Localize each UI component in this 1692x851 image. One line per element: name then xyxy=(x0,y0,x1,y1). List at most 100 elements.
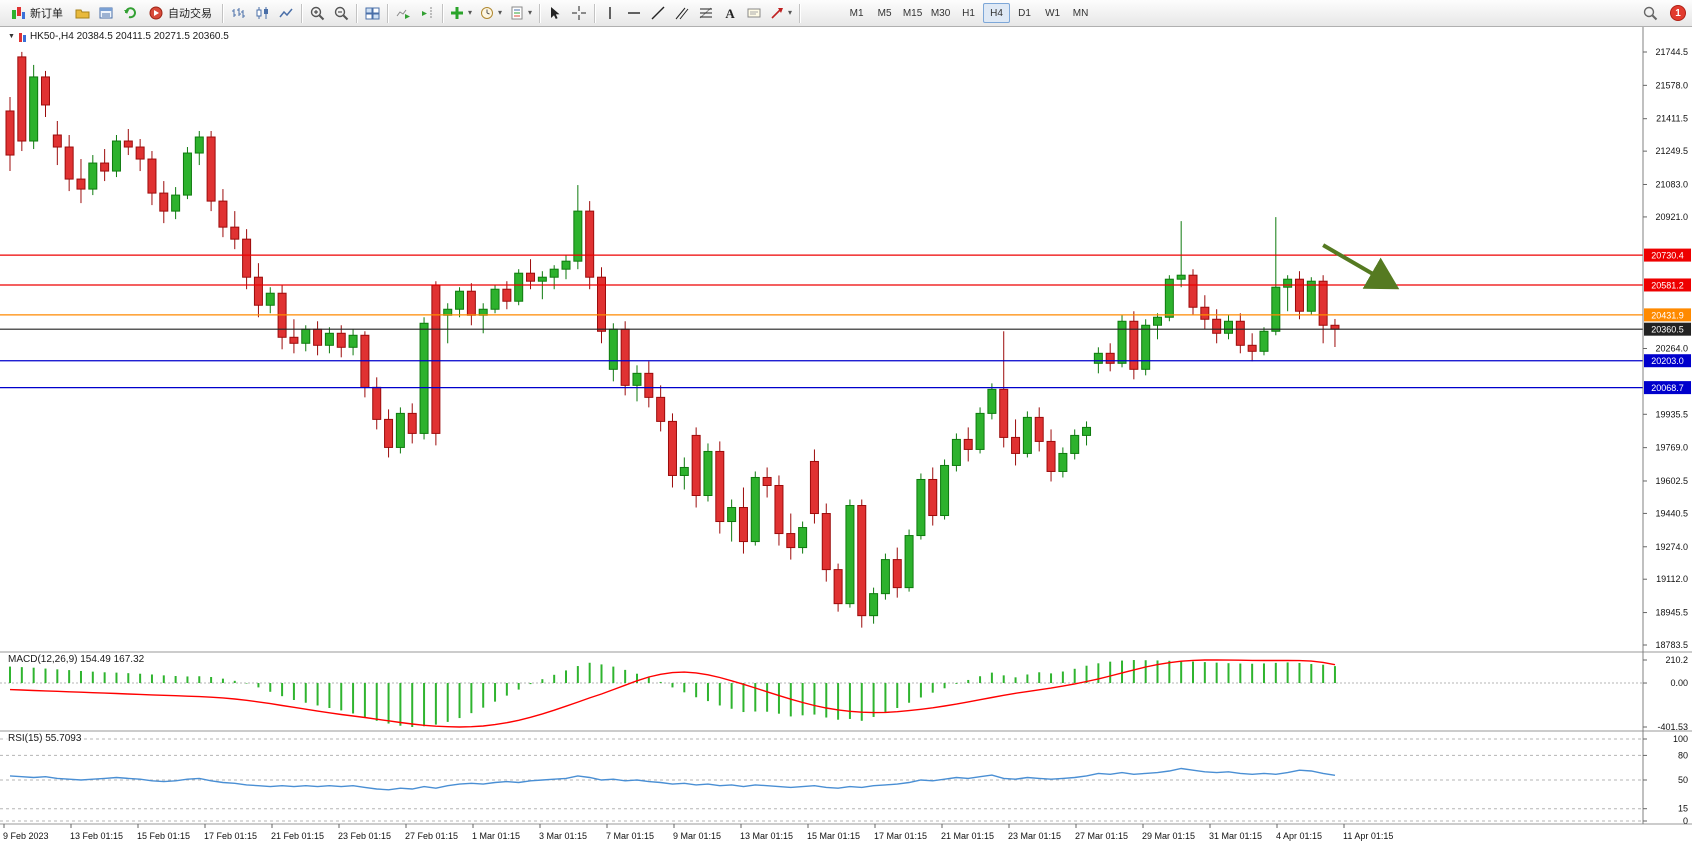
candle xyxy=(1188,269,1198,316)
text-button[interactable]: A xyxy=(718,2,742,24)
rsi-label: RSI(15) 55.7093 xyxy=(6,733,84,744)
candle xyxy=(1070,429,1080,460)
candle xyxy=(1058,447,1068,478)
chart-shift-button[interactable] xyxy=(415,2,439,24)
candle xyxy=(1011,419,1021,466)
candle xyxy=(242,229,252,290)
svg-text:15: 15 xyxy=(1678,804,1688,814)
timeframe-m30[interactable]: M30 xyxy=(927,3,954,23)
candle xyxy=(715,441,725,534)
time-label: 3 Mar 01:15 xyxy=(539,831,587,841)
candle xyxy=(821,503,831,582)
time-axis[interactable]: 9 Feb 2023 13 Feb 01:15 15 Feb 01:15 17 Feb… xyxy=(3,824,1393,841)
line-chart-button[interactable] xyxy=(274,2,298,24)
svg-text:19602.5: 19602.5 xyxy=(1655,476,1688,486)
candle xyxy=(502,281,512,310)
trendline-button[interactable] xyxy=(646,2,670,24)
candle xyxy=(644,361,654,408)
time-label: 17 Feb 01:15 xyxy=(204,831,257,841)
trend-arrow[interactable] xyxy=(1322,243,1400,290)
svg-text:20360.5: 20360.5 xyxy=(1651,325,1684,335)
candle xyxy=(1283,275,1293,312)
candle xyxy=(869,587,879,624)
candlestick-chart-button[interactable] xyxy=(250,2,274,24)
candle xyxy=(833,563,843,612)
timeframe-w1[interactable]: W1 xyxy=(1039,3,1066,23)
profiles-button[interactable] xyxy=(70,2,94,24)
collapse-triangle-icon[interactable]: ▼ xyxy=(8,33,15,40)
candle xyxy=(1200,295,1210,330)
svg-text:19274.0: 19274.0 xyxy=(1655,542,1688,552)
bar-chart-button[interactable] xyxy=(226,2,250,24)
timeframe-m1[interactable]: M1 xyxy=(843,3,870,23)
candle xyxy=(466,283,476,326)
zoom-out-button[interactable] xyxy=(329,2,353,24)
arrows-button[interactable]: ▾ xyxy=(766,2,796,24)
svg-text:19769.0: 19769.0 xyxy=(1655,443,1688,453)
svg-text:100: 100 xyxy=(1673,734,1688,744)
svg-text:0.00: 0.00 xyxy=(1670,678,1688,688)
price-axis[interactable]: 21744.5 21578.0 21411.5 21249.5 21083.0 20921… xyxy=(1643,47,1688,826)
macd-label: MACD(12,26,9) 154.49 167.32 xyxy=(6,654,147,665)
autotrading-button[interactable]: 自动交易 xyxy=(142,2,219,24)
candle xyxy=(916,473,926,540)
templates-button[interactable]: ▾ xyxy=(506,2,536,24)
timeframe-h4[interactable]: H4 xyxy=(983,3,1011,23)
tile-windows-icon xyxy=(365,7,379,20)
indicators-icon xyxy=(451,7,463,19)
channel-button[interactable] xyxy=(670,2,694,24)
horizontal-line-button[interactable] xyxy=(622,2,646,24)
candle xyxy=(1164,275,1174,322)
svg-text:210.2: 210.2 xyxy=(1665,655,1688,665)
candle xyxy=(431,281,441,446)
candle xyxy=(123,129,133,156)
time-label: 7 Mar 01:15 xyxy=(606,831,654,841)
candle xyxy=(1223,315,1233,340)
candle xyxy=(289,319,299,354)
refresh-button[interactable] xyxy=(118,2,142,24)
candle xyxy=(845,499,855,608)
svg-text:80: 80 xyxy=(1678,750,1688,760)
vertical-line-button[interactable] xyxy=(598,2,622,24)
new-order-label: 新订单 xyxy=(30,8,63,20)
periods-button[interactable]: ▾ xyxy=(476,2,506,24)
candle xyxy=(1306,277,1316,316)
fibonacci-button[interactable] xyxy=(694,2,718,24)
candle xyxy=(1235,313,1245,354)
auto-scroll-button[interactable] xyxy=(391,2,415,24)
candle xyxy=(1034,407,1044,452)
candle xyxy=(1082,421,1092,446)
candle xyxy=(218,189,228,238)
candle xyxy=(40,70,50,117)
new-order-button[interactable]: 新订单 xyxy=(4,2,70,24)
candle xyxy=(1141,319,1151,376)
timeframe-d1[interactable]: D1 xyxy=(1011,3,1038,23)
toolbar: 新订单 自动交易 xyxy=(0,0,1692,27)
candle xyxy=(29,64,39,150)
timeframe-h1[interactable]: H1 xyxy=(955,3,982,23)
zoom-in-button[interactable] xyxy=(305,2,329,24)
candle xyxy=(1153,313,1163,340)
cursor-button[interactable] xyxy=(543,2,567,24)
toolbar-separator xyxy=(594,3,596,23)
timeframe-mn[interactable]: MN xyxy=(1067,3,1094,23)
candle xyxy=(171,187,181,220)
crosshair-button[interactable] xyxy=(567,2,591,24)
timeframe-m5[interactable]: M5 xyxy=(871,3,898,23)
label-icon xyxy=(747,8,761,18)
notification-badge[interactable]: 1 xyxy=(1670,5,1686,21)
timeframe-m15[interactable]: M15 xyxy=(899,3,926,23)
label-button[interactable] xyxy=(742,2,766,24)
periods-clock-icon xyxy=(481,7,494,19)
time-label: 23 Mar 01:15 xyxy=(1008,831,1061,841)
search-button[interactable] xyxy=(1638,2,1662,24)
candle xyxy=(384,409,394,458)
price-tag: 20431.9 xyxy=(1644,308,1691,322)
tile-windows-button[interactable] xyxy=(360,2,384,24)
candle xyxy=(265,287,275,314)
candle xyxy=(52,120,62,166)
data-window-button[interactable] xyxy=(94,2,118,24)
svg-text:19935.5: 19935.5 xyxy=(1655,409,1688,419)
indicators-button[interactable]: ▾ xyxy=(446,2,476,24)
